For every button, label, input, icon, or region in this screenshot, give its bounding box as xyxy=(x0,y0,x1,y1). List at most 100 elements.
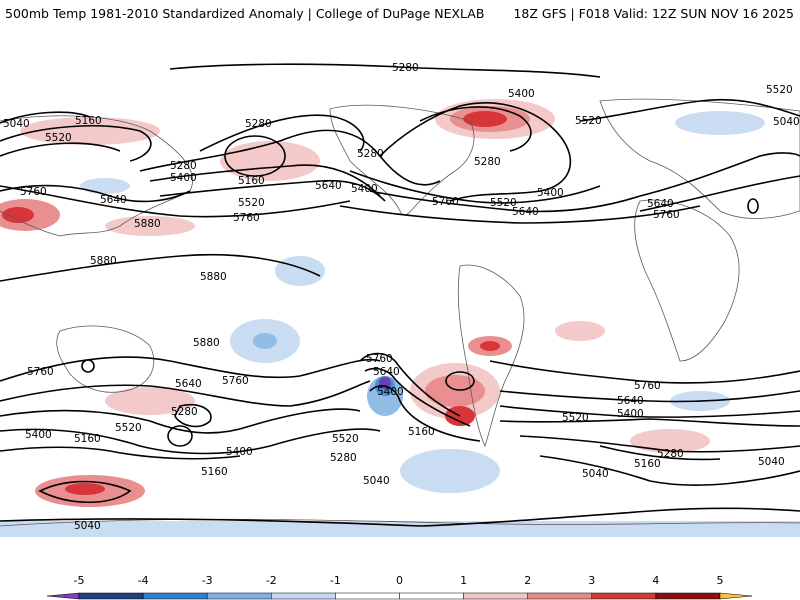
antarctica-outline xyxy=(0,518,800,527)
label-5040-west: 5040 xyxy=(3,118,30,130)
contour-closed-east xyxy=(747,198,759,214)
contour-5760-satl xyxy=(489,360,800,384)
contour-5640-nw xyxy=(0,184,191,203)
label-5040-ant: 5040 xyxy=(74,520,101,532)
label-5280-satl: 5280 xyxy=(657,448,684,460)
label-5880-africa: 5880 xyxy=(90,255,117,267)
label-5280-euro: 5280 xyxy=(245,118,272,130)
contour-5760-nw xyxy=(0,185,351,218)
anomaly-neg-ant xyxy=(400,449,500,493)
header-bar: 500mb Temp 1981-2010 Standardized Anomal… xyxy=(0,0,800,30)
contour-5640-euro xyxy=(159,179,386,202)
anomaly-pos-amazon-core xyxy=(480,341,500,351)
label-5400-canada: 5400 xyxy=(508,88,535,100)
colorbar-segment xyxy=(46,592,80,600)
label-5400-satl: 5400 xyxy=(617,408,644,420)
contour-5160-spac xyxy=(0,446,241,460)
anomaly-pos-sind-core xyxy=(65,483,105,495)
colorbar-tick-label: -5 xyxy=(74,574,85,587)
model-run-info: 18Z GFS | F018 Valid: 12Z SUN NOV 16 202… xyxy=(513,6,794,21)
label-5280-asia: 5280 xyxy=(357,148,384,160)
contour-5040-spac xyxy=(38,480,132,504)
contour-5040-nw xyxy=(0,111,91,124)
label-5760-sind: 5760 xyxy=(222,375,249,387)
anomaly-pos-scandinavia-max xyxy=(463,111,507,127)
label-5280-euro2: 5280 xyxy=(170,160,197,172)
contour-5400-sw xyxy=(0,428,381,455)
anomaly-neg-pac-core xyxy=(253,333,277,349)
label-5400-euro: 5400 xyxy=(170,172,197,184)
colorbar-tick-label: 0 xyxy=(396,574,403,587)
label-5760-satl: 5760 xyxy=(634,380,661,392)
contour-5760-south-west xyxy=(0,356,381,382)
contour-5520-nw xyxy=(0,142,121,157)
label-5040-east: 5040 xyxy=(773,116,800,128)
colorbar: -5 -4 -3 -2 -1 0 1 2 3 4 5 xyxy=(46,574,753,600)
anomaly-neg-npac xyxy=(675,111,765,135)
label-5640-sw: 5640 xyxy=(175,378,202,390)
contour-5400-nz xyxy=(369,385,481,442)
label-5640-atl: 5640 xyxy=(100,194,127,206)
contour-5280-sw xyxy=(174,403,212,428)
anomaly-map: 5280 5040 5160 5520 5760 5640 5880 5280 … xyxy=(0,61,800,537)
contour-5760-nz xyxy=(359,352,461,417)
colorbar-segment xyxy=(719,592,753,600)
contour-labels: 5280 5040 5160 5520 5760 5640 5880 5280 … xyxy=(3,62,800,532)
contour-5760-us xyxy=(339,205,701,224)
colorbar-segment xyxy=(527,592,593,600)
anomaly-pos-satl xyxy=(630,429,710,453)
anomaly-pos-euro xyxy=(220,141,320,181)
label-5520-canada: 5520 xyxy=(575,115,602,127)
contour-5880-trop-west xyxy=(0,253,321,282)
label-5520-saus: 5520 xyxy=(332,433,359,445)
anomaly-pos-spac-core xyxy=(425,375,485,407)
contour-5040-ant-east xyxy=(419,507,800,527)
anomaly-pos-westpac-core xyxy=(2,207,34,223)
label-5400-saus: 5400 xyxy=(226,446,253,458)
contour-5760-east xyxy=(639,175,800,212)
label-5520-sind: 5520 xyxy=(115,422,142,434)
label-5640-satl: 5640 xyxy=(617,395,644,407)
contour-5400-satl xyxy=(499,418,800,427)
colorbar-tick-label: 1 xyxy=(460,574,467,587)
label-5280-sind: 5280 xyxy=(171,406,198,418)
label-5880-india: 5880 xyxy=(193,337,220,349)
contour-5280-euro xyxy=(199,114,365,152)
label-5280-canada: 5280 xyxy=(474,156,501,168)
label-5400-sw: 5400 xyxy=(25,429,52,441)
label-5520-east: 5520 xyxy=(766,84,793,96)
south-america-outline xyxy=(457,264,525,448)
contour-5520-east xyxy=(579,98,800,122)
label-5640-east: 5640 xyxy=(647,198,674,210)
colorbar-tick-label: -2 xyxy=(266,574,277,587)
contour-5280-north xyxy=(169,63,601,78)
colorbar-segment xyxy=(591,592,657,600)
colorbar-segment xyxy=(463,592,528,600)
contour-5520-satl xyxy=(499,405,800,418)
label-5520-atl: 5520 xyxy=(45,132,72,144)
africa-outline xyxy=(634,199,740,362)
anomaly-neg-polar xyxy=(0,521,800,537)
label-5760-euro: 5760 xyxy=(233,212,260,224)
contour-5040-ant xyxy=(0,518,421,527)
anomaly-neg-trop xyxy=(275,256,325,286)
label-5160-satl: 5160 xyxy=(634,458,661,470)
contour-5160-satl xyxy=(599,445,721,461)
colorbar-tick-label: 2 xyxy=(524,574,531,587)
colorbar-tick-label: -3 xyxy=(202,574,213,587)
colorbar-segment xyxy=(78,592,144,600)
asia-east-outline xyxy=(599,98,800,219)
label-5160-atl: 5160 xyxy=(75,115,102,127)
anomaly-neg-atl xyxy=(80,178,130,194)
contour-5160-nw xyxy=(0,125,152,162)
contour-spac-high xyxy=(445,371,475,391)
contour-5400-asia xyxy=(379,102,572,202)
height-contours xyxy=(0,63,800,527)
label-5520-satl: 5520 xyxy=(562,412,589,424)
contour-5640-nz xyxy=(364,367,471,427)
label-5400-us: 5400 xyxy=(537,187,564,199)
label-5640-us: 5640 xyxy=(512,206,539,218)
contour-5520-canada xyxy=(349,170,601,204)
contour-5520-sw xyxy=(0,408,361,434)
contour-5640-us xyxy=(369,190,641,213)
